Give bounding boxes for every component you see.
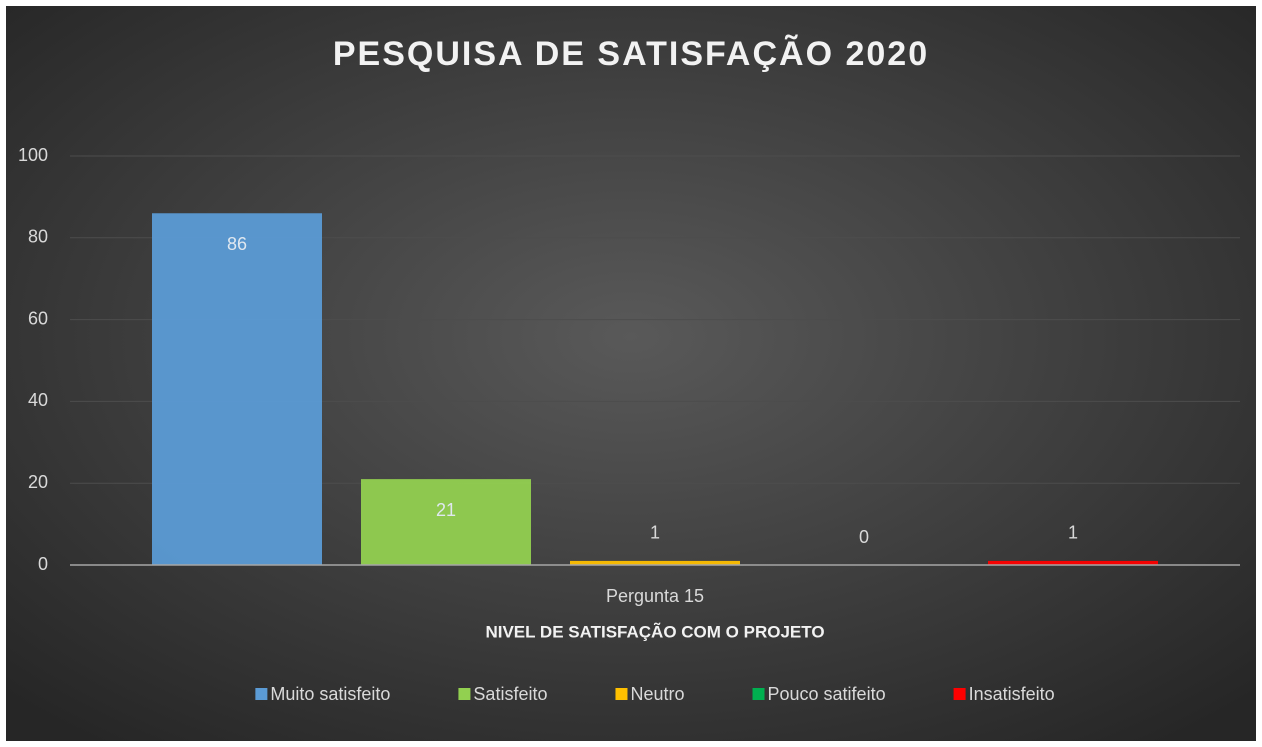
legend-swatch: [255, 688, 268, 700]
legend-swatch: [953, 688, 966, 700]
legend-label: Muito satisfeito: [270, 684, 390, 704]
bar: [361, 479, 531, 565]
y-tick-label: 60: [28, 308, 48, 328]
bar: [988, 560, 1158, 565]
legend-label: Neutro: [630, 684, 684, 704]
data-label: 0: [859, 527, 869, 547]
legend-label: Pouco satifeito: [768, 684, 886, 704]
data-label: 21: [436, 500, 456, 520]
x-axis-title: NIVEL DE SATISFAÇÃO COM O PROJETO: [485, 621, 824, 641]
legend-swatch: [458, 688, 471, 700]
chart-title: PESQUISA DE SATISFAÇÃO 2020: [333, 35, 929, 73]
x-tick-label: Pergunta 15: [606, 586, 704, 606]
y-tick-label: 40: [28, 390, 48, 410]
bar: [152, 213, 322, 565]
legend-swatch: [752, 688, 765, 700]
y-tick-label: 100: [18, 145, 48, 165]
legend-label: Satisfeito: [473, 684, 547, 704]
legend-label: Insatisfeito: [969, 684, 1055, 704]
y-tick-label: 20: [28, 472, 48, 492]
legend: Muito satisfeito Satisfeito Neutro Pouco sa…: [255, 684, 1055, 704]
legend-swatch: [615, 688, 628, 700]
data-label: 86: [227, 234, 247, 254]
data-label: 1: [650, 523, 660, 543]
bar: [570, 560, 740, 565]
data-label: 1: [1068, 523, 1078, 543]
y-tick-label: 80: [28, 227, 48, 247]
y-tick-label: 0: [38, 554, 48, 574]
